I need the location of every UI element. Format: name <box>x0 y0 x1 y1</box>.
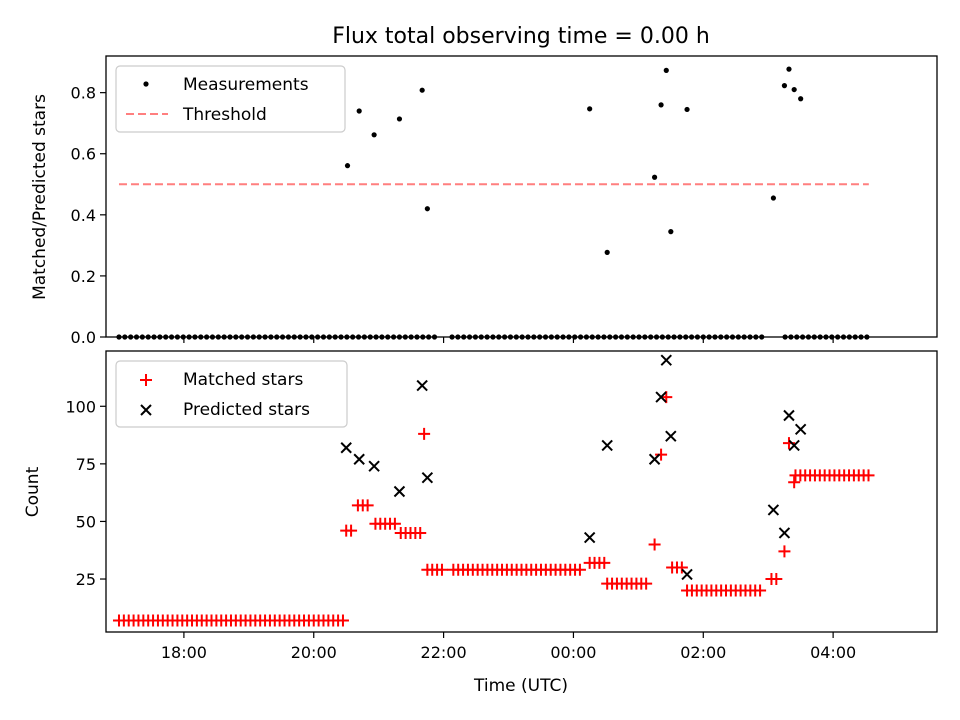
measurements-point <box>419 87 425 93</box>
measurements-point <box>668 229 674 235</box>
ratio-y-tick-label: 0.6 <box>71 145 96 164</box>
measurements-point <box>658 102 664 108</box>
ratio-y-ticks: 0.0 0.2 0.4 0.6 0.8 <box>71 84 106 347</box>
predicted-point <box>665 430 677 442</box>
counts-x-ticks: 18:00 20:00 22:00 00:00 02:00 04:00 <box>161 632 856 662</box>
ratio-legend: Measurements Threshold <box>115 65 346 133</box>
panel-ratio: 0.00.20.40.60.8 Matched/Predicted stars … <box>30 55 938 347</box>
matched-point <box>648 538 661 551</box>
counts-y-tick-label: 50 <box>76 512 96 531</box>
matched-point <box>388 517 401 530</box>
matched-point <box>345 524 358 537</box>
x-tick-label: 02:00 <box>680 643 726 662</box>
matched-point <box>655 448 668 461</box>
panel-counts: 25 50 75 100 18:00 20:00 22:00 00:00 02:00 04:00… <box>23 350 938 662</box>
ratio-y-tick-label: 0.8 <box>71 84 96 103</box>
x-tick-label: 18:00 <box>161 643 207 662</box>
measurements-point <box>651 174 658 180</box>
measurements-point <box>371 132 377 138</box>
legend-marker-matched <box>140 374 152 386</box>
matched-point <box>418 427 431 440</box>
counts-y-tick-label: 25 <box>76 570 96 589</box>
predicted-point <box>788 439 800 452</box>
x-tick-label: 04:00 <box>810 643 856 662</box>
x-axis-label: Time (UTC) <box>473 676 568 696</box>
measurements-point <box>791 86 797 93</box>
matched-point <box>336 614 349 627</box>
predicted-point <box>648 453 661 465</box>
predicted-point <box>601 439 613 452</box>
ratio-y-tick-label: 0.2 <box>71 267 96 286</box>
measurements-point <box>663 67 669 73</box>
matched-point <box>435 563 448 576</box>
measurements-point <box>396 116 403 122</box>
ratio-y-tick-label: 0.4 <box>71 206 96 225</box>
measurements-point <box>786 66 792 72</box>
ratio-x-ticks <box>183 337 834 343</box>
predicted-point <box>421 471 434 484</box>
predicted-point <box>655 391 667 403</box>
x-tick-label: 20:00 <box>291 643 337 662</box>
legend-label-predicted: Predicted stars <box>183 400 310 420</box>
predicted-point <box>393 485 406 498</box>
predicted-point <box>681 568 693 581</box>
ratio-legend-box <box>115 65 346 133</box>
predicted-point <box>583 531 596 544</box>
matched-point <box>675 561 688 574</box>
counts-legend: Matched stars Predicted stars <box>115 360 348 428</box>
legend-label-matched: Matched stars <box>183 370 303 390</box>
matched-point <box>414 526 427 539</box>
matched-point <box>640 577 653 590</box>
counts-legend-box <box>115 360 348 428</box>
counts-y-ticks: 25 50 75 100 <box>65 397 106 589</box>
counts-y-tick-label: 100 <box>65 397 96 416</box>
matched-point <box>788 476 801 489</box>
predicted-point <box>340 442 352 454</box>
matched-point <box>573 563 586 576</box>
predicted-point <box>353 453 365 465</box>
predicted-point <box>416 379 428 392</box>
counts-y-axis-label: Count <box>23 466 43 517</box>
ratio-y-tick-label: 0.0 <box>71 328 96 347</box>
matched-point <box>754 584 767 597</box>
predicted-point <box>368 460 380 472</box>
x-tick-label: 00:00 <box>550 643 596 662</box>
ratio-axes-frame <box>105 55 938 338</box>
predicted-point <box>794 423 807 436</box>
legend-marker-measurements <box>143 81 149 87</box>
measurements-point <box>684 106 690 113</box>
counts-y-tick-label: 75 <box>76 455 96 474</box>
chart-title: Flux total observing time = 0.00 h <box>332 24 710 49</box>
measurements-point <box>798 96 804 102</box>
ratio-y-axis-label: Matched/Predicted stars <box>30 94 50 300</box>
measurements-point <box>587 106 593 112</box>
measurements-point <box>424 206 430 212</box>
counts-axes-frame <box>105 350 938 633</box>
predicted-point <box>783 409 795 422</box>
predicted-point <box>767 504 780 516</box>
legend-label-measurements: Measurements <box>183 75 309 95</box>
matched-point <box>598 556 611 569</box>
matched-point <box>778 545 791 558</box>
measurements-point <box>781 83 788 89</box>
measurements-point <box>604 249 610 255</box>
measurements-point <box>770 195 776 201</box>
matched-point <box>361 499 374 512</box>
x-tick-label: 22:00 <box>421 643 467 662</box>
measurements-point <box>356 108 362 114</box>
counts-plot-area <box>112 354 875 627</box>
predicted-point <box>660 354 672 366</box>
matched-point <box>862 469 875 482</box>
legend-label-threshold: Threshold <box>182 105 267 125</box>
predicted-point <box>778 527 791 539</box>
measurements-point <box>344 163 351 169</box>
matched-point <box>770 573 783 586</box>
legend-marker-predicted <box>140 404 152 416</box>
